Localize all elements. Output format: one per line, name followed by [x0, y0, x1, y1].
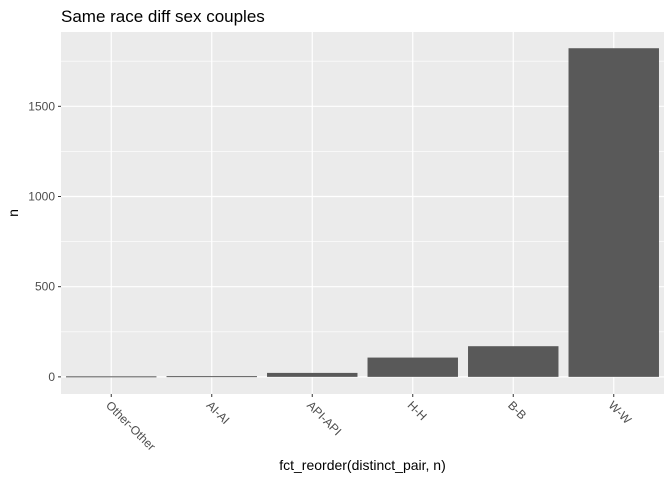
bar-ai-ai — [166, 376, 257, 378]
chart-title: Same race diff sex couples — [61, 7, 265, 26]
y-tick-label: 0 — [48, 370, 55, 384]
x-tick-label: API-API — [304, 398, 344, 438]
x-axis-title: fct_reorder(distinct_pair, n) — [279, 457, 446, 473]
x-tick-label: Other-Other — [103, 398, 158, 453]
bar-h-h — [367, 357, 458, 377]
x-tick-label: H-H — [405, 398, 430, 423]
y-tick-label: 500 — [35, 280, 55, 294]
plot-panel — [61, 32, 664, 394]
minor-gridlines — [61, 60, 664, 333]
bar-other-other — [66, 376, 157, 378]
bar-b-b — [468, 346, 559, 377]
x-tick-label: AI-AI — [204, 398, 233, 427]
y-axis-title: n — [5, 209, 21, 217]
y-tick-label: 1500 — [28, 99, 55, 113]
bars — [66, 48, 659, 378]
bar-api-api — [267, 372, 358, 377]
x-axis: Other-Other AI-AI API-API H-H B-B W-W — [103, 394, 635, 453]
y-tick-label: 1000 — [28, 189, 55, 203]
x-tick-label: W-W — [606, 398, 635, 427]
bar-w-w — [568, 48, 659, 377]
x-tick-label: B-B — [505, 398, 529, 422]
y-axis: 0 500 1000 1500 — [28, 99, 61, 384]
